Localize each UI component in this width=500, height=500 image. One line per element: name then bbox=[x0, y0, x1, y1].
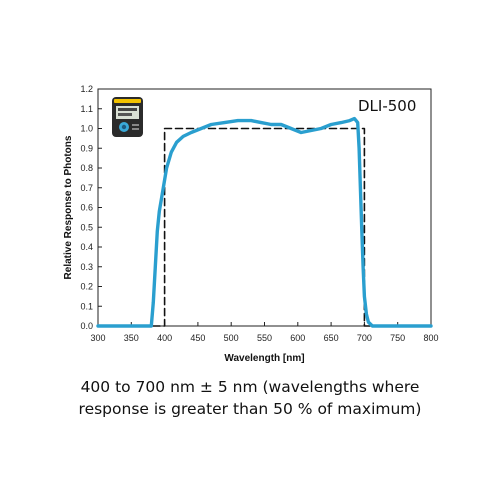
dli-500-response-line bbox=[96, 116, 433, 328]
x-tick-label: 700 bbox=[357, 333, 372, 343]
y-tick-label: 0.4 bbox=[80, 242, 93, 252]
y-tick-label: 0.1 bbox=[80, 301, 93, 311]
x-tick-label: 550 bbox=[257, 333, 272, 343]
dli-500-meter-device-icon bbox=[112, 97, 143, 137]
x-tick-label: 650 bbox=[324, 333, 339, 343]
y-tick-label: 0.6 bbox=[80, 203, 93, 213]
x-tick-label: 600 bbox=[290, 333, 305, 343]
x-tick-label: 300 bbox=[90, 333, 105, 343]
x-tick-label: 400 bbox=[157, 333, 172, 343]
caption-line-2: response is greater than 50 % of maximum… bbox=[78, 400, 422, 418]
y-tick-label: 1.0 bbox=[80, 124, 93, 134]
y-tick-label: 0.0 bbox=[80, 321, 93, 331]
x-tick-label: 350 bbox=[124, 333, 139, 343]
x-tick-label: 750 bbox=[390, 333, 405, 343]
y-tick-label: 0.9 bbox=[80, 143, 93, 153]
y-axis-title: Relative Response to Photons bbox=[63, 135, 74, 279]
series-layer bbox=[96, 116, 433, 328]
x-tick-label: 800 bbox=[423, 333, 438, 343]
caption-line-1: 400 to 700 nm ± 5 nm (wavelengths where bbox=[80, 378, 420, 396]
series-annotation-label: DLI-500 bbox=[358, 97, 416, 115]
x-tick-label: 450 bbox=[190, 333, 205, 343]
x-tick-label: 500 bbox=[224, 333, 239, 343]
y-tick-label: 0.3 bbox=[80, 262, 93, 272]
y-axis-ticks: 0.0 0.1 0.2 0.3 0.4 0.5 0.6 0.7 0.8 0.9 1.0 1.1 1.2 bbox=[80, 84, 102, 331]
x-axis-title: Wavelength [nm] bbox=[224, 353, 304, 364]
y-tick-label: 1.2 bbox=[80, 84, 93, 94]
y-tick-label: 0.7 bbox=[80, 183, 93, 193]
y-tick-label: 0.8 bbox=[80, 163, 93, 173]
y-tick-label: 1.1 bbox=[80, 104, 93, 114]
ideal-response-dashed-line bbox=[97, 127, 432, 327]
y-tick-label: 0.2 bbox=[80, 282, 93, 292]
y-tick-label: 0.5 bbox=[80, 222, 93, 232]
